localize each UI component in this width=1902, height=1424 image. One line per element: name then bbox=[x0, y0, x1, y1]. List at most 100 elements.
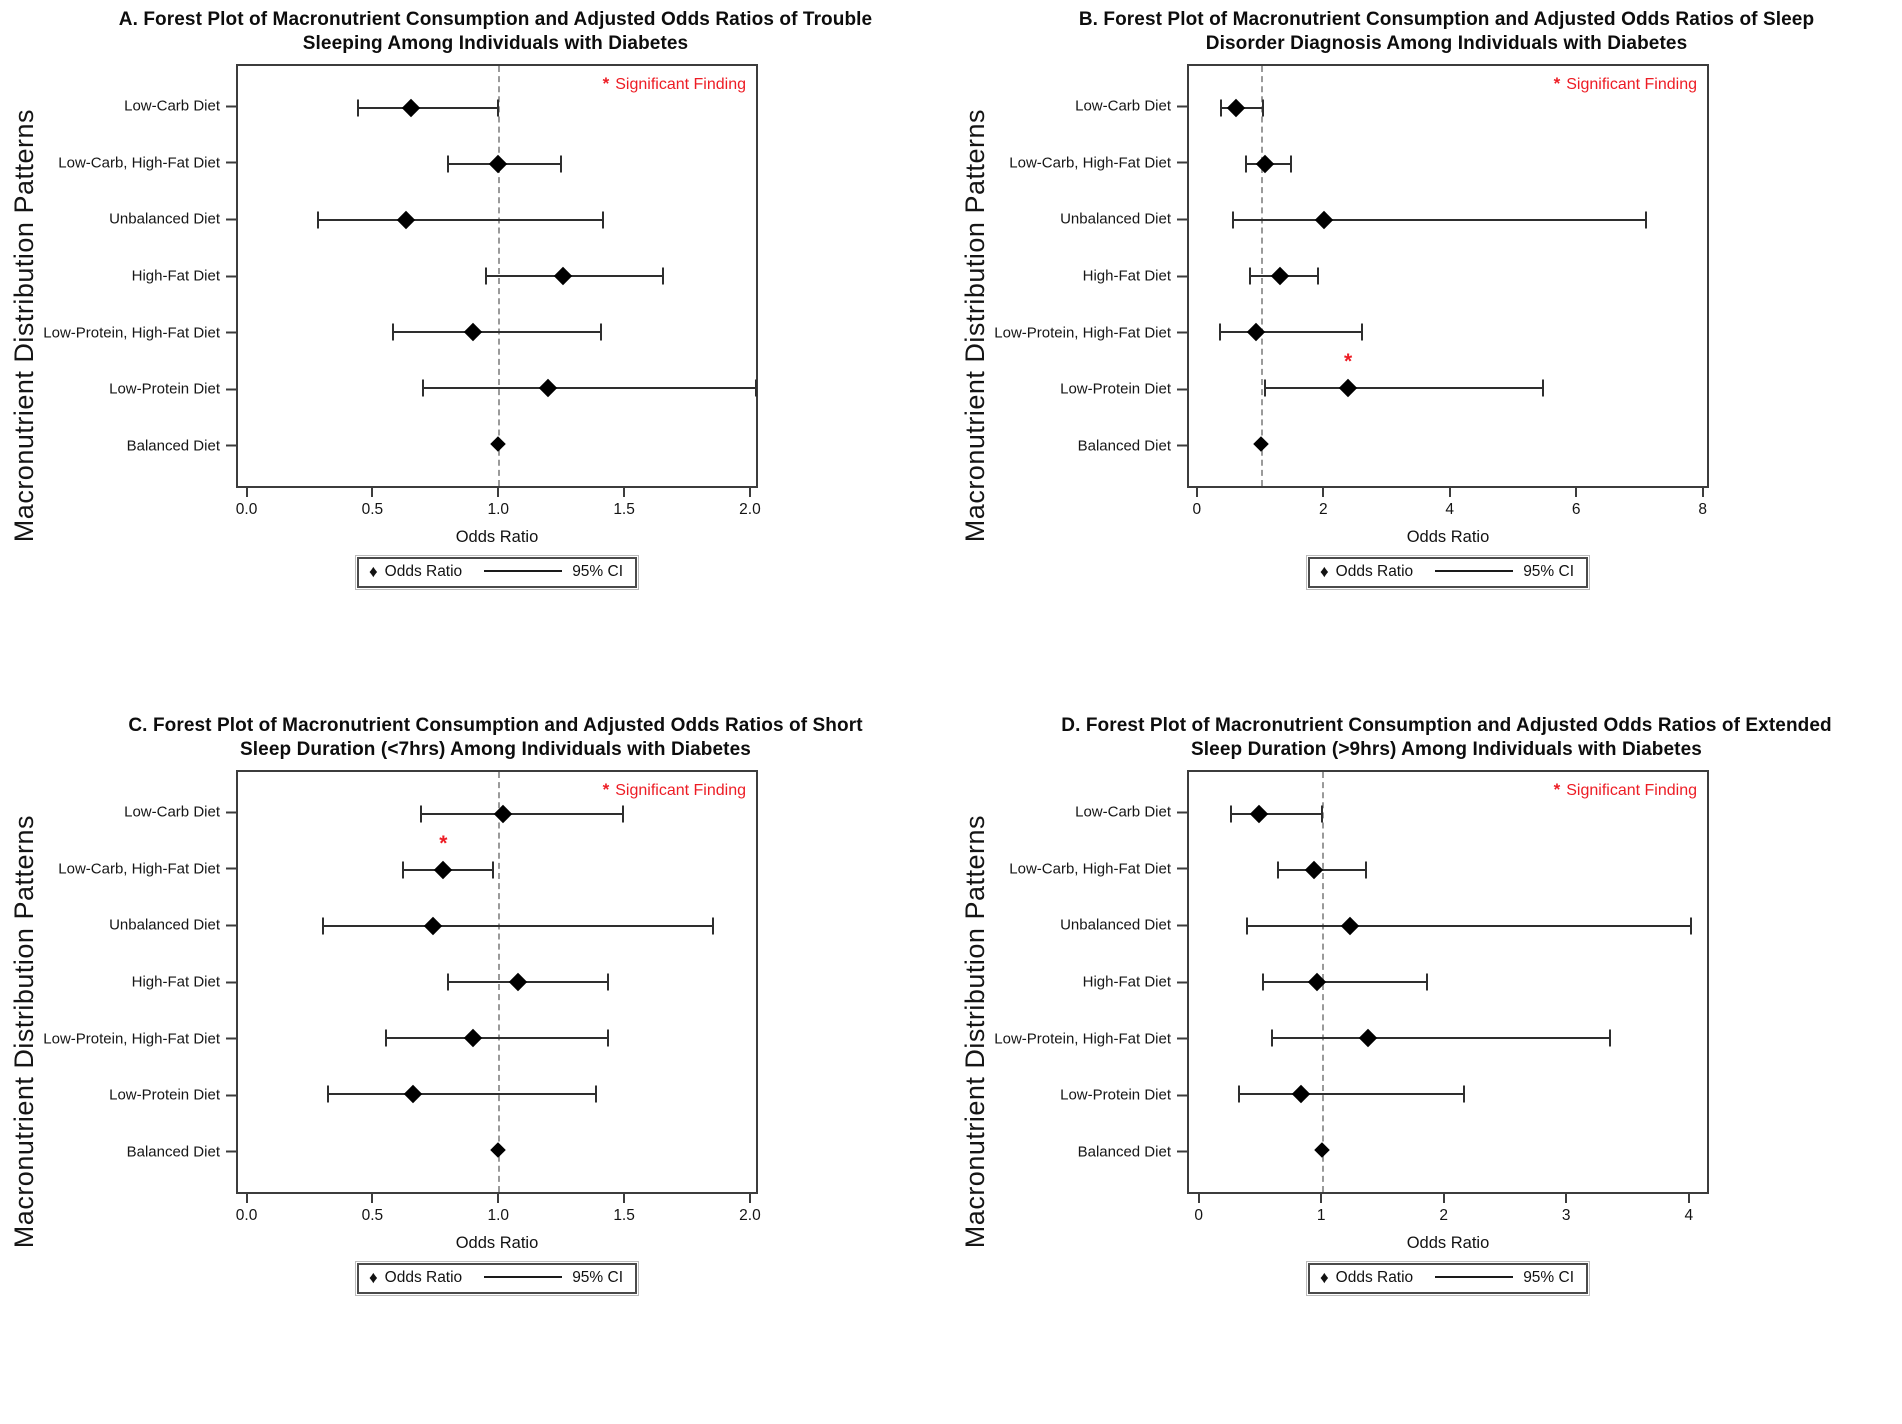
ci-line-icon bbox=[1435, 1276, 1514, 1278]
ci-whisker bbox=[485, 275, 664, 277]
odds-ratio-marker bbox=[509, 972, 528, 992]
category-label: Low-Carb Diet bbox=[1075, 804, 1187, 821]
x-axis-tick bbox=[623, 488, 626, 497]
ci-cap-left bbox=[1232, 211, 1235, 229]
ci-cap-left bbox=[1244, 155, 1247, 173]
x-axis-tick bbox=[1442, 1194, 1445, 1203]
asterisk-icon: * bbox=[602, 74, 610, 93]
forest-panel-a: A. Forest Plot of Macronutrient Consumpt… bbox=[0, 0, 951, 612]
asterisk-icon: * bbox=[1553, 780, 1561, 799]
x-axis-tick bbox=[371, 1194, 374, 1203]
legend: ♦ Odds Ratio 95% CI bbox=[354, 555, 640, 590]
x-axis-tick-label: 0.5 bbox=[361, 1207, 384, 1224]
ci-cap-right bbox=[594, 1085, 597, 1103]
category-label: Low-Carb, High-Fat Diet bbox=[1009, 860, 1187, 877]
category-label: Unbalanced Diet bbox=[1060, 917, 1187, 934]
legend-marker-label: Odds Ratio bbox=[1335, 1269, 1414, 1286]
odds-ratio-marker-icon: ♦ bbox=[1319, 562, 1329, 581]
ci-cap-right bbox=[1316, 267, 1319, 285]
x-axis: 0 1 2 3 4 bbox=[1187, 1194, 1709, 1232]
legend-marker-label: Odds Ratio bbox=[384, 1269, 463, 1286]
ci-cap-right bbox=[1541, 379, 1544, 397]
odds-ratio-marker bbox=[538, 378, 558, 398]
legend-ci-label: 95% CI bbox=[1523, 1269, 1575, 1286]
x-axis-tick bbox=[623, 1194, 626, 1203]
category-tick bbox=[226, 218, 236, 221]
category-tick bbox=[1177, 811, 1187, 814]
odds-ratio-marker bbox=[1292, 1084, 1311, 1104]
category-label: Unbalanced Diet bbox=[109, 211, 236, 228]
odds-ratio-marker bbox=[494, 804, 513, 824]
odds-ratio-marker bbox=[490, 436, 507, 452]
odds-ratio-marker bbox=[401, 98, 421, 118]
category-label: Low-Protein, High-Fat Diet bbox=[994, 324, 1187, 341]
category-label: Low-Carb Diet bbox=[124, 804, 236, 821]
x-axis: 0.0 0.5 1.0 1.5 2.0 bbox=[236, 488, 761, 526]
x-axis-tick-label: 1.5 bbox=[613, 1207, 635, 1224]
x-axis-tick bbox=[1448, 488, 1451, 497]
category-axis: Low-Carb Diet Low-Carb, High-Fat Diet Unba… bbox=[994, 770, 1187, 1194]
x-axis-tick-label: 6 bbox=[1571, 501, 1581, 518]
odds-ratio-marker bbox=[1253, 436, 1270, 452]
category-tick bbox=[1177, 161, 1187, 164]
legend: ♦ Odds Ratio 95% CI bbox=[354, 1261, 640, 1296]
y-axis-title: Macronutrient Distribution Patterns bbox=[8, 109, 39, 543]
ci-cap-right bbox=[1289, 155, 1292, 173]
category-axis: Low-Carb Diet Low-Carb, High-Fat Diet Unba… bbox=[994, 64, 1187, 488]
x-axis-tick-label: 0.5 bbox=[361, 501, 384, 518]
ci-cap-left bbox=[317, 211, 320, 229]
legend: ♦ Odds Ratio 95% CI bbox=[1305, 1261, 1591, 1296]
legend-marker-label: Odds Ratio bbox=[384, 563, 463, 580]
odds-ratio-marker bbox=[396, 210, 416, 230]
x-axis-tick bbox=[245, 1194, 248, 1203]
category-tick bbox=[226, 1150, 236, 1153]
category-label: High-Fat Diet bbox=[1083, 974, 1187, 991]
x-axis-tick bbox=[1701, 488, 1704, 497]
category-label: Balanced Diet bbox=[127, 437, 236, 454]
category-tick bbox=[1177, 1150, 1187, 1153]
significant-finding-label: Significant Finding bbox=[1566, 782, 1697, 799]
plot-area: * Significant Finding * bbox=[236, 770, 758, 1194]
odds-ratio-marker bbox=[1314, 1142, 1330, 1158]
ci-cap-right bbox=[1261, 99, 1264, 117]
category-label: Balanced Diet bbox=[1078, 437, 1187, 454]
category-label: High-Fat Diet bbox=[1083, 268, 1187, 285]
category-tick bbox=[226, 867, 236, 870]
ci-cap-right bbox=[1689, 917, 1692, 935]
x-axis-tick-label: 0 bbox=[1194, 1207, 1203, 1224]
legend-ci-label: 95% CI bbox=[572, 1269, 624, 1286]
odds-ratio-marker bbox=[424, 916, 443, 936]
ci-cap-left bbox=[322, 917, 325, 935]
y-axis-title: Macronutrient Distribution Patterns bbox=[959, 815, 990, 1249]
ci-cap-right bbox=[559, 155, 562, 173]
ci-cap-left bbox=[419, 805, 422, 823]
category-axis: Low-Carb Diet Low-Carb, High-Fat Diet Unba… bbox=[43, 64, 236, 488]
ci-line-icon bbox=[484, 1276, 563, 1278]
ci-cap-left bbox=[1245, 917, 1248, 935]
odds-ratio-marker bbox=[1340, 916, 1360, 936]
significant-finding-label: Significant Finding bbox=[615, 782, 746, 799]
ci-cap-left bbox=[484, 267, 487, 285]
significant-finding-label: Significant Finding bbox=[1566, 76, 1697, 93]
odds-ratio-marker bbox=[1315, 210, 1334, 230]
ci-whisker bbox=[1262, 981, 1427, 983]
x-axis: 0.0 0.5 1.0 1.5 2.0 bbox=[236, 1194, 761, 1232]
ci-cap-left bbox=[1219, 323, 1222, 341]
x-axis-tick bbox=[1565, 1194, 1568, 1203]
odds-ratio-marker bbox=[489, 154, 508, 174]
x-axis-tick-label: 3 bbox=[1561, 1207, 1571, 1224]
ci-cap-right bbox=[607, 973, 610, 991]
category-tick bbox=[226, 1037, 236, 1040]
ci-cap-left bbox=[402, 861, 405, 879]
category-axis: Low-Carb Diet Low-Carb, High-Fat Diet Unba… bbox=[43, 770, 236, 1194]
category-tick bbox=[1177, 1094, 1187, 1097]
ci-cap-left bbox=[422, 379, 425, 397]
ci-whisker bbox=[423, 386, 756, 389]
legend-ci-label: 95% CI bbox=[572, 563, 624, 580]
forest-panel-d: D. Forest Plot of Macronutrient Consumpt… bbox=[951, 612, 1902, 1424]
odds-ratio-marker bbox=[1249, 804, 1269, 824]
ci-whisker bbox=[1264, 386, 1543, 389]
x-axis-title: Odds Ratio bbox=[455, 528, 539, 546]
ci-cap-left bbox=[357, 99, 360, 117]
odds-ratio-marker bbox=[1255, 154, 1274, 174]
